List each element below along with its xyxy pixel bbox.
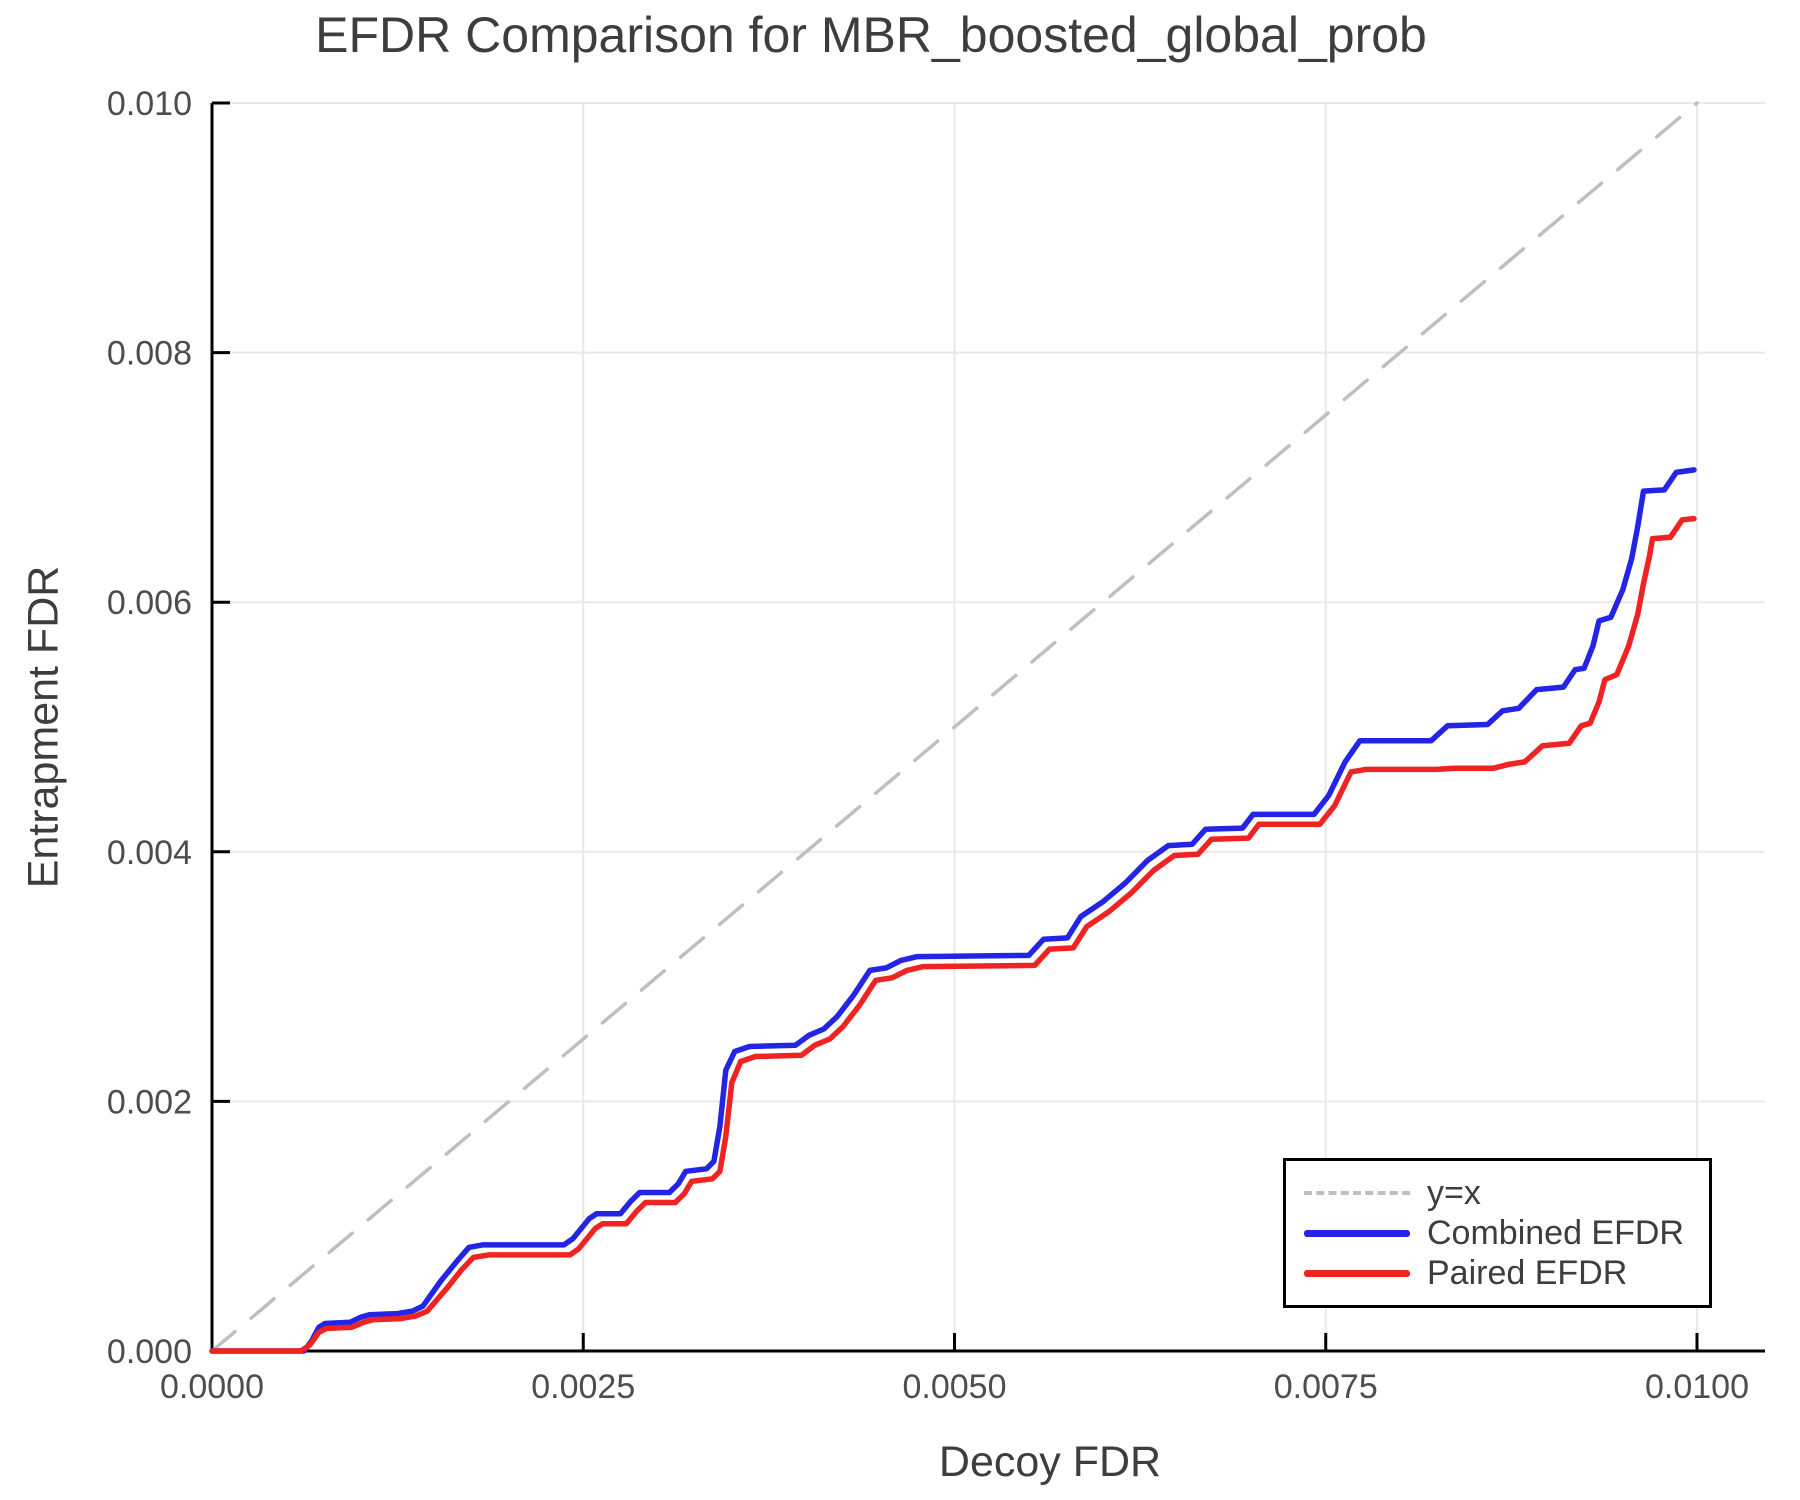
axes [210,101,1765,1353]
x-tick-label: 0.0025 [531,1368,635,1406]
legend: y=x Combined EFDR Paired EFDR [1283,1158,1712,1308]
x-axis-label: Decoy FDR [938,1438,1162,1486]
yx-reference-line [210,101,1699,1353]
legend-row-combined: Combined EFDR [1304,1215,1691,1252]
legend-row-reference: y=x [1304,1175,1691,1212]
x-tick-label: 0.0000 [160,1368,264,1406]
y-tick-label: 0.004 [107,834,192,872]
y-axis-label: Entrapment FDR [19,565,68,889]
y-tick-label: 0.010 [107,85,192,123]
legend-label-reference: y=x [1427,1174,1481,1212]
x-tick-label: 0.0100 [1645,1368,1749,1406]
legend-label-combined: Combined EFDR [1427,1214,1684,1252]
tick-labels: 0.0000 0.0025 0.0050 0.0075 0.0100 0.000 0.002… [107,85,1749,1406]
reference-line-swatch [1304,1191,1410,1195]
legend-label-paired: Paired EFDR [1427,1254,1628,1292]
x-tick-label: 0.0050 [903,1368,1007,1406]
paired-efdr-line [209,515,1697,1354]
y-tick-label: 0.008 [107,335,192,373]
y-tick-label: 0.006 [107,584,192,622]
y-tick-label: 0.000 [107,1333,192,1371]
x-tick-label: 0.0075 [1274,1368,1378,1406]
legend-row-paired: Paired EFDR [1304,1255,1691,1292]
combined-efdr-line [209,467,1697,1354]
y-tick-label: 0.002 [107,1083,192,1121]
combined-efdr-swatch [1304,1229,1410,1237]
chart-title: EFDR Comparison for MBR_boosted_global_p… [315,7,1427,63]
paired-efdr-swatch [1304,1269,1410,1277]
